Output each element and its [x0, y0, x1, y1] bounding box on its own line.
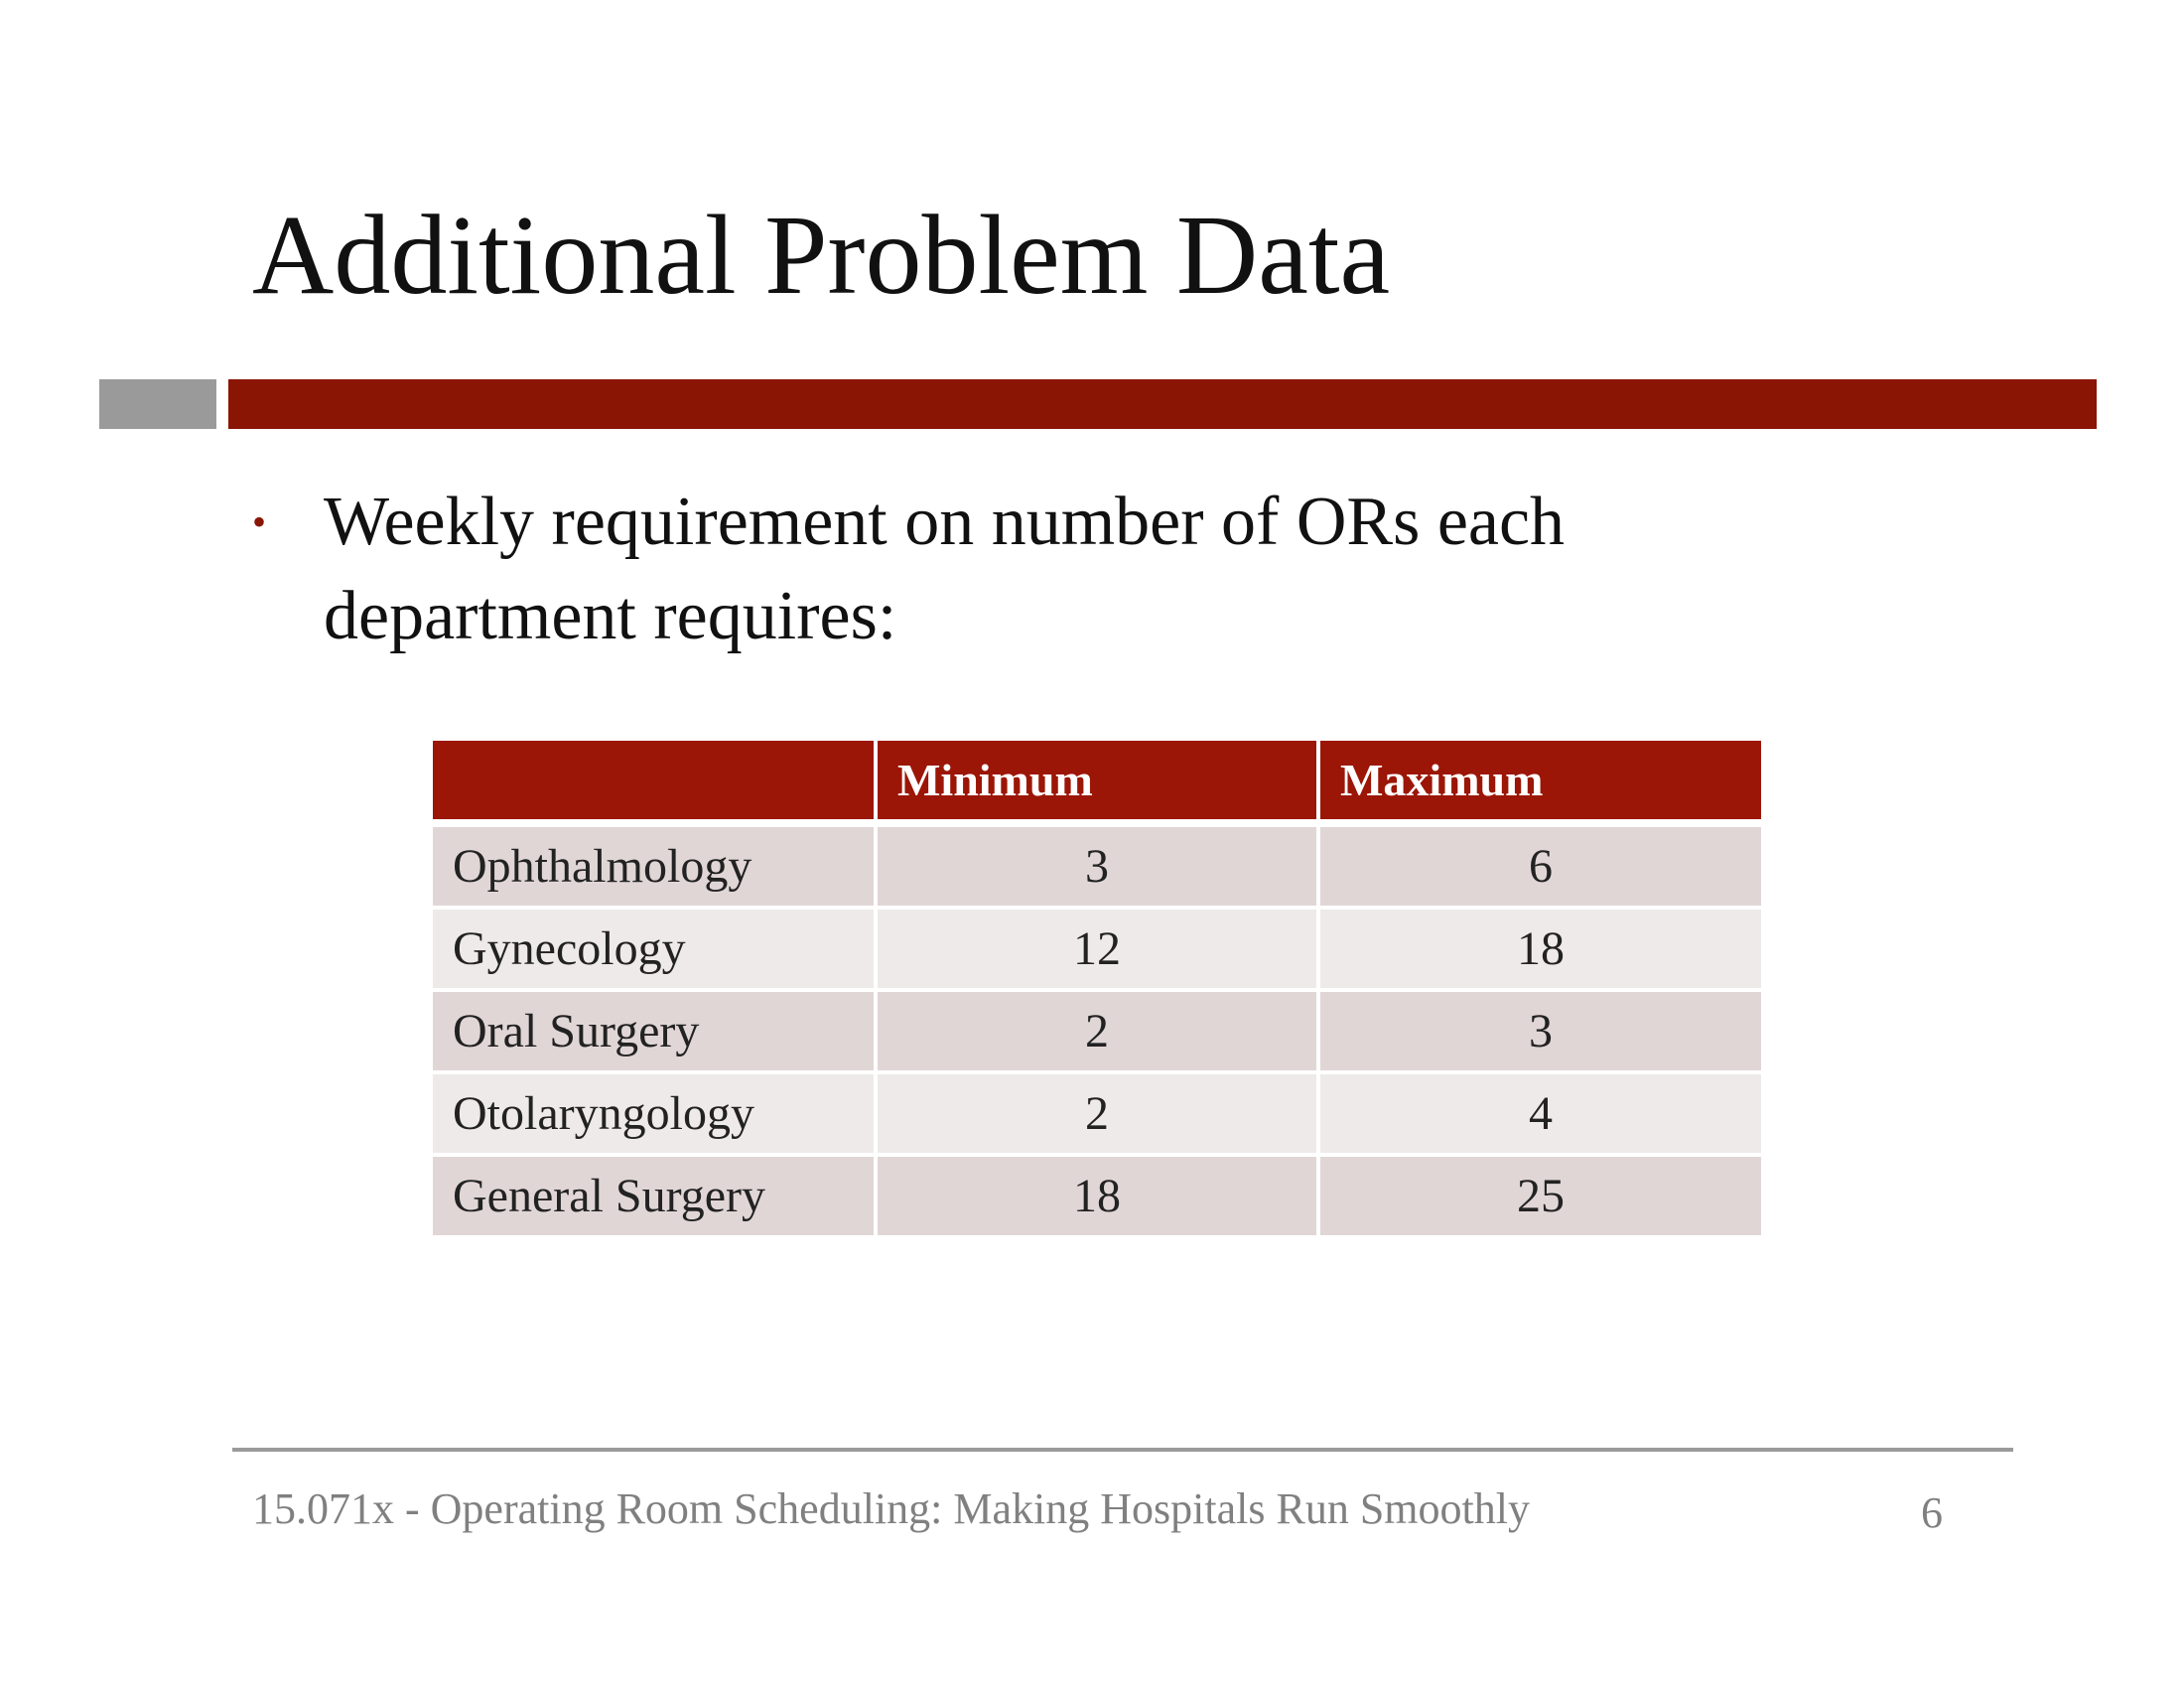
bullet-line-1: Weekly requirement on number of ORs each — [324, 484, 1566, 560]
table-row: Ophthalmology 3 6 — [433, 823, 1761, 910]
department-cell: Oral Surgery — [433, 990, 878, 1074]
footer-divider — [232, 1448, 2013, 1452]
minimum-cell: 3 — [876, 823, 1320, 910]
table-row: General Surgery 18 25 — [433, 1155, 1761, 1239]
table-header-row: Minimum Maximum — [433, 741, 1761, 827]
page-number: 6 — [1921, 1488, 1943, 1537]
maximum-cell: 4 — [1318, 1072, 1761, 1157]
bullet-item: • Weekly requirement on number of ORs ea… — [252, 475, 1841, 663]
header-maximum: Maximum — [1318, 741, 1761, 827]
table-row: Otolaryngology 2 4 — [433, 1072, 1761, 1157]
table-row: Oral Surgery 2 3 — [433, 990, 1761, 1074]
maximum-cell: 6 — [1318, 823, 1761, 910]
bullet-text: Weekly requirement on number of ORs each… — [324, 475, 1841, 663]
table-row: Gynecology 12 18 — [433, 908, 1761, 992]
department-cell: General Surgery — [433, 1155, 878, 1239]
bullet-line-2: department requires: — [324, 578, 897, 654]
title-bar-red-accent — [228, 379, 2097, 429]
department-cell: Gynecology — [433, 908, 878, 992]
header-department — [433, 741, 878, 827]
bullet-marker: • — [252, 499, 267, 544]
title-bar-gray-accent — [99, 379, 216, 429]
or-requirements-table: Minimum Maximum Ophthalmology 3 6 Gyneco… — [433, 741, 1761, 1239]
maximum-cell: 25 — [1318, 1155, 1761, 1239]
minimum-cell: 2 — [876, 1072, 1320, 1157]
header-minimum: Minimum — [876, 741, 1320, 827]
maximum-cell: 3 — [1318, 990, 1761, 1074]
department-cell: Otolaryngology — [433, 1072, 878, 1157]
footer-course-title: 15.071x - Operating Room Scheduling: Mak… — [252, 1484, 1530, 1533]
minimum-cell: 18 — [876, 1155, 1320, 1239]
maximum-cell: 18 — [1318, 908, 1761, 992]
minimum-cell: 12 — [876, 908, 1320, 992]
department-cell: Ophthalmology — [433, 823, 878, 910]
minimum-cell: 2 — [876, 990, 1320, 1074]
slide-title: Additional Problem Data — [252, 192, 1391, 318]
